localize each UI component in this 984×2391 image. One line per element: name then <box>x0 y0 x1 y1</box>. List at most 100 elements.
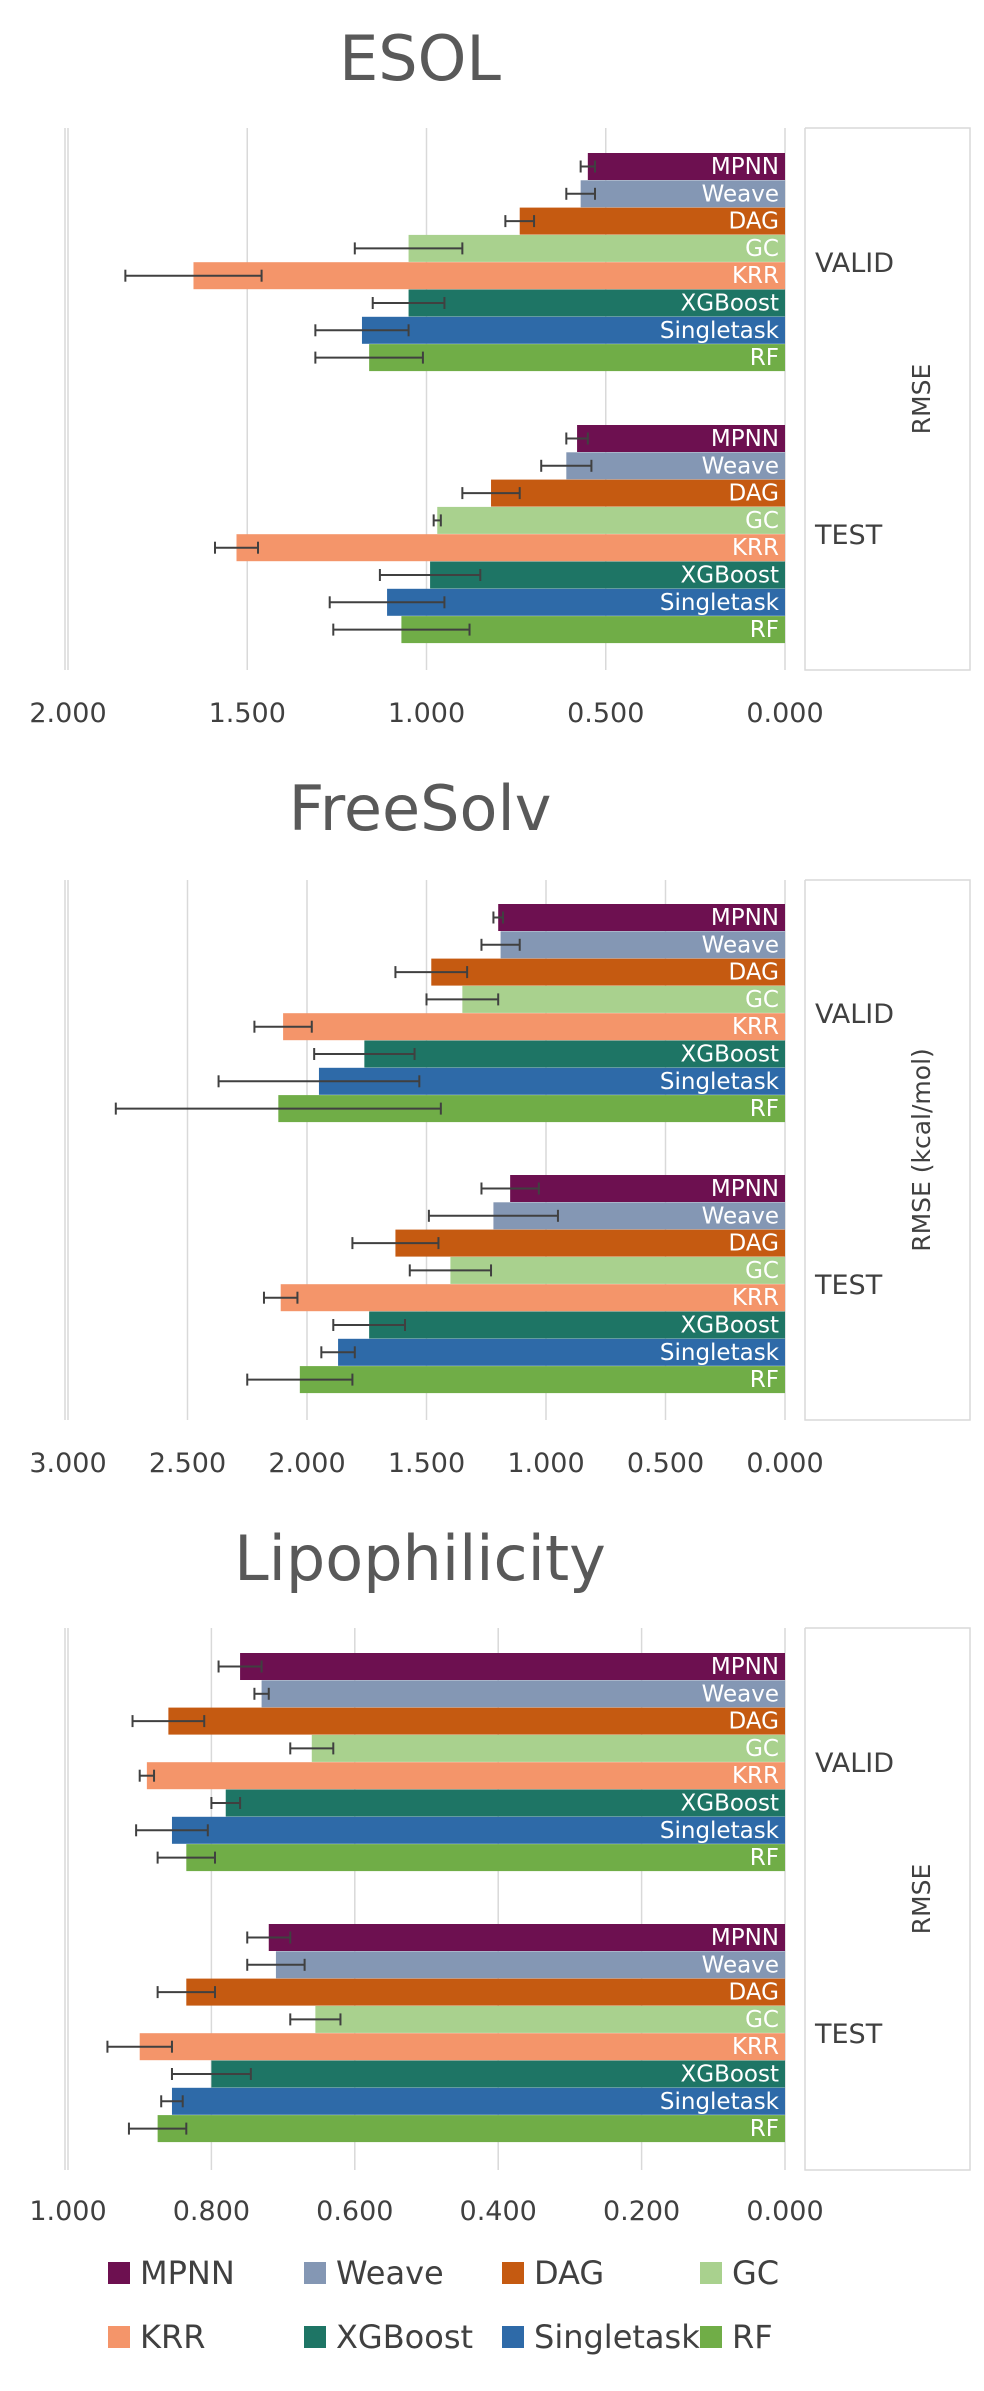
bar-singletask <box>171 1816 786 1844</box>
legend-swatch-dag <box>502 2262 524 2284</box>
bar-xgboost <box>364 1040 785 1068</box>
bar-label: DAG <box>729 1231 779 1257</box>
bar-label: MPNN <box>711 1925 779 1951</box>
bar-label: MPNN <box>711 1176 779 1202</box>
y-axis-title: RMSE (kcal/mol) <box>907 1048 936 1252</box>
chart-title: Lipophilicity <box>234 1522 606 1595</box>
bar-label: GC <box>745 2007 779 2033</box>
bar-singletask <box>361 316 785 344</box>
group-label: VALID <box>815 1748 894 1779</box>
bar-gc <box>315 2005 785 2033</box>
bar-label: GC <box>745 1736 779 1762</box>
bar-mpnn <box>510 1175 785 1202</box>
bar-rf <box>186 1844 785 1872</box>
bar-label: MPNN <box>711 1654 779 1680</box>
legend-label: GC <box>732 2254 779 2292</box>
bar-label: XGBoost <box>680 1313 779 1339</box>
bar-label: KRR <box>732 2034 779 2060</box>
bar-label: RF <box>750 1367 779 1393</box>
group-label: TEST <box>814 1270 883 1301</box>
bar-gc <box>450 1256 785 1284</box>
bar-krr <box>193 262 786 290</box>
bar-label: XGBoost <box>680 2062 779 2088</box>
bar-dag <box>519 207 785 235</box>
category-frame <box>804 127 971 671</box>
bar-dag <box>168 1707 785 1735</box>
bar-label: MPNN <box>711 905 779 931</box>
bar-singletask <box>338 1338 785 1366</box>
bar-label: Weave <box>702 1681 779 1707</box>
bar-label: XGBoost <box>680 563 779 589</box>
bar-label: DAG <box>729 209 779 235</box>
bar-label: GC <box>745 236 779 262</box>
bar-xgboost <box>430 561 785 589</box>
bar-xgboost <box>225 1789 786 1817</box>
bar-label: DAG <box>729 481 779 507</box>
y-axis-title: RMSE <box>907 364 936 435</box>
bar-mpnn <box>498 904 785 931</box>
bar-label: GC <box>745 987 779 1013</box>
category-frame <box>804 1627 971 2171</box>
x-tick-label: 0.400 <box>460 2196 537 2227</box>
bar-dag <box>186 1978 785 2006</box>
bar-label: XGBoost <box>680 1791 779 1817</box>
x-tick-label: 1.000 <box>388 698 465 729</box>
bar-label: KRR <box>732 1763 779 1789</box>
legend-label: XGBoost <box>336 2318 473 2356</box>
bar-gc <box>437 506 785 534</box>
x-tick-label: 0.800 <box>173 2196 250 2227</box>
x-tick-label: 2.000 <box>268 1448 345 1479</box>
group-label: VALID <box>815 999 894 1030</box>
legend-label: Singletask <box>534 2318 700 2356</box>
legend-swatch-rf <box>700 2326 722 2348</box>
bar-dag <box>431 958 785 986</box>
bar-label: RF <box>750 1096 779 1122</box>
bar-xgboost <box>408 289 785 317</box>
bar-label: Singletask <box>660 590 780 616</box>
x-tick-label: 0.000 <box>746 1448 823 1479</box>
bar-gc <box>408 234 785 262</box>
y-axis-title: RMSE <box>907 1864 936 1935</box>
legend-label: KRR <box>140 2318 205 2356</box>
x-tick-label: 1.500 <box>209 698 286 729</box>
bar-label: Singletask <box>660 2089 780 2115</box>
chart-panel-lipophilicity: Lipophilicity 1.000 0.800 0.600 0.400 0.200 0.… <box>29 1522 971 2227</box>
bar-krr <box>280 1284 785 1312</box>
bar-singletask <box>387 588 785 616</box>
x-tick-label: 0.000 <box>746 698 823 729</box>
x-tick-label: 0.500 <box>567 698 644 729</box>
bar-krr <box>139 2033 785 2061</box>
bar-label: RF <box>750 345 779 371</box>
chart-title: FreeSolv <box>289 772 552 845</box>
bar-label: Singletask <box>660 1069 780 1095</box>
bar-krr <box>283 1013 785 1041</box>
legend-swatch-xgboost <box>304 2326 326 2348</box>
bar-krr <box>236 534 785 562</box>
bar-label: Weave <box>702 932 779 958</box>
bar-label: Weave <box>702 1203 779 1229</box>
bar-label: XGBoost <box>680 291 779 317</box>
bar-mpnn <box>240 1653 785 1680</box>
bar-label: Weave <box>702 1952 779 1978</box>
bar-gc <box>462 985 785 1013</box>
bar-label: Weave <box>702 453 779 479</box>
x-tick-label: 0.200 <box>603 2196 680 2227</box>
bar-label: Singletask <box>660 318 780 344</box>
bar-label: DAG <box>729 1709 779 1735</box>
x-tick-label: 2.500 <box>149 1448 226 1479</box>
bar-krr <box>146 1762 785 1790</box>
bar-label: GC <box>745 1258 779 1284</box>
legend-swatch-krr <box>108 2326 130 2348</box>
chart-title: ESOL <box>339 22 501 95</box>
bar-label: Singletask <box>660 1818 780 1844</box>
group-label: VALID <box>815 248 894 279</box>
group-label: TEST <box>814 520 883 551</box>
x-tick-label: 1.000 <box>507 1448 584 1479</box>
legend-label: DAG <box>534 2254 604 2292</box>
x-tick-label: 2.000 <box>29 698 106 729</box>
group-label: TEST <box>814 2019 883 2050</box>
bar-rf <box>369 344 785 372</box>
x-tick-label: 0.500 <box>627 1448 704 1479</box>
